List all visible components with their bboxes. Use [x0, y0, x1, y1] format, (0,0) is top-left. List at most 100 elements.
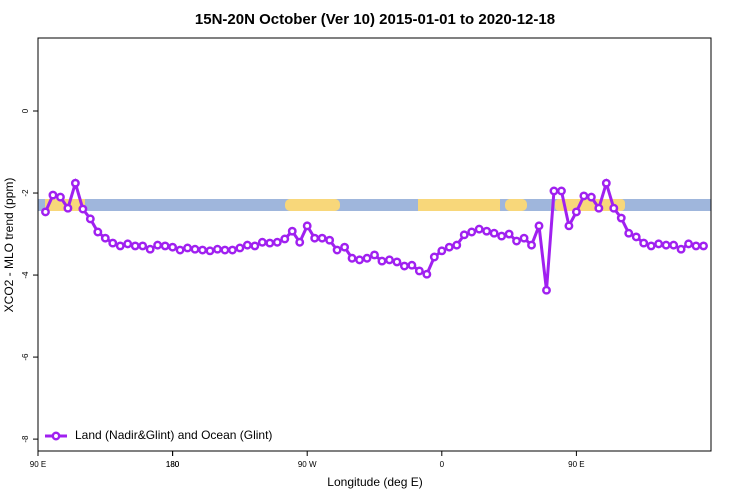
data-point — [422, 269, 432, 279]
data-point — [437, 246, 447, 256]
data-point — [347, 253, 357, 263]
data-point — [542, 285, 551, 295]
data-point — [362, 253, 372, 263]
data-point — [616, 213, 626, 223]
data-point — [377, 256, 387, 266]
data-point — [325, 235, 335, 245]
data-point — [78, 204, 88, 214]
ocean-band — [38, 199, 711, 211]
land-ocean-mask — [38, 199, 711, 211]
data-point — [571, 207, 581, 217]
land-patch — [505, 199, 527, 211]
data-point — [624, 228, 634, 238]
x-tick-label: 90 E — [568, 460, 584, 469]
data-point — [489, 228, 499, 238]
data-point — [355, 255, 364, 265]
data-point — [609, 203, 619, 213]
data-point — [295, 237, 305, 247]
data-point — [332, 245, 342, 255]
data-point — [272, 237, 282, 247]
data-point — [48, 190, 58, 200]
y-tick-label: -8 — [21, 435, 30, 443]
data-point — [504, 229, 514, 239]
data-point — [250, 241, 260, 251]
data-point — [340, 242, 350, 252]
data-point — [474, 224, 484, 234]
data-point — [654, 239, 664, 249]
y-tick-label: -6 — [21, 353, 30, 361]
data-point — [669, 240, 679, 250]
data-point — [227, 245, 237, 255]
data-point — [594, 203, 604, 213]
x-axis-label: Longitude (deg E) — [327, 475, 422, 489]
data-point — [310, 233, 320, 243]
land-patch — [285, 199, 340, 211]
data-point — [527, 240, 536, 250]
data-point — [579, 191, 589, 201]
data-point — [549, 186, 559, 196]
data-point — [370, 250, 379, 260]
data-point — [556, 186, 566, 196]
data-point — [153, 240, 163, 250]
data-point — [399, 261, 409, 271]
data-point — [385, 255, 394, 265]
land-patch — [555, 199, 625, 211]
data-point — [41, 207, 50, 217]
chart-title: 15N-20N October (Ver 10) 2015-01-01 to 2… — [195, 11, 555, 28]
data-point — [63, 203, 73, 213]
plot-frame — [37, 37, 712, 452]
data-point — [631, 232, 641, 242]
data-point — [586, 192, 596, 202]
data-point — [213, 244, 222, 254]
data-point — [512, 236, 522, 246]
data-point — [265, 238, 275, 248]
data-point — [429, 252, 439, 262]
data-point — [93, 227, 103, 237]
data-point — [519, 233, 529, 243]
data-point — [205, 246, 215, 256]
data-point — [317, 233, 327, 243]
y-tick-label: 0 — [21, 108, 30, 113]
land-patch — [418, 199, 500, 211]
data-point — [257, 237, 267, 247]
data-point — [198, 245, 207, 255]
data-point — [639, 238, 649, 248]
y-tick-label: -4 — [21, 271, 30, 279]
data-point — [242, 240, 252, 250]
y-axis-label: XCO2 - MLO trend (ppm) — [2, 178, 16, 313]
data-point — [497, 231, 507, 241]
data-point — [482, 226, 492, 236]
data-point — [691, 241, 701, 251]
data-point — [108, 238, 118, 248]
data-point — [414, 266, 424, 276]
data-point — [661, 240, 671, 250]
data-point — [55, 192, 65, 202]
data-point — [123, 239, 133, 249]
data-point — [392, 257, 402, 267]
y-tick-label: -2 — [21, 189, 30, 197]
data-point — [280, 234, 290, 244]
data-point — [684, 239, 694, 249]
x-tick-label: 180 — [166, 460, 180, 469]
data-point — [459, 230, 469, 240]
x-tick-label: 180 — [166, 460, 180, 469]
data-point — [190, 244, 200, 254]
data-point — [676, 244, 686, 254]
data-point — [115, 241, 125, 251]
data-point — [70, 178, 80, 188]
data-point — [601, 178, 611, 188]
data-point — [175, 245, 185, 255]
data-point — [145, 244, 155, 254]
data-point — [302, 221, 312, 231]
data-point — [220, 245, 230, 255]
data-point — [564, 221, 574, 231]
data-point — [235, 243, 245, 253]
data-point — [130, 241, 140, 251]
data-point — [168, 242, 178, 252]
legend-marker — [51, 431, 61, 441]
data-point — [467, 227, 477, 237]
data-point — [85, 214, 95, 224]
x-tick-label: 90 E — [30, 460, 46, 469]
x-tick-label: 0 — [440, 460, 445, 469]
